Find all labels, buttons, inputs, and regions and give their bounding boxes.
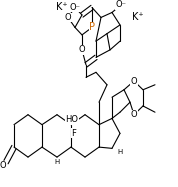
Text: O: O	[79, 45, 85, 54]
Text: O: O	[65, 13, 71, 22]
Text: HO: HO	[66, 115, 78, 124]
Text: K⁺: K⁺	[56, 2, 68, 13]
Text: O⁻: O⁻	[116, 1, 127, 10]
Text: O: O	[0, 161, 6, 170]
Text: H: H	[54, 159, 60, 165]
Text: K⁺: K⁺	[132, 13, 144, 22]
Text: O: O	[131, 110, 137, 119]
Text: O: O	[131, 76, 137, 85]
Text: P: P	[89, 22, 95, 32]
Text: O⁻: O⁻	[69, 3, 80, 12]
Text: F: F	[72, 129, 76, 138]
Text: H: H	[117, 149, 123, 155]
